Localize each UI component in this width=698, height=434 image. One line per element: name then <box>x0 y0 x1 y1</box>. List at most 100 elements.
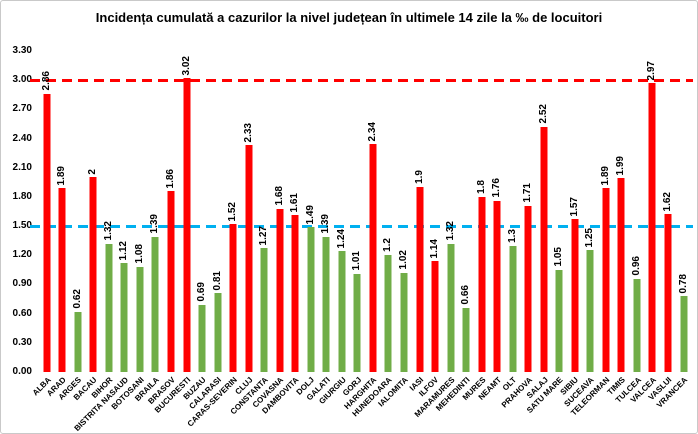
bar <box>105 243 113 372</box>
bar-value-label: 1.52 <box>227 201 239 222</box>
bar-column: 0.66 MEHEDINTI <box>434 51 474 412</box>
bar-value-label: 2.52 <box>537 104 549 124</box>
bar-column: 1.2 HUNEDOARA <box>351 51 397 418</box>
bar-value-label: 1.39 <box>149 214 161 234</box>
chart-title: Incidența cumulată a cazurilor la nivel … <box>95 10 603 25</box>
bar-value-label: 1.49 <box>304 204 316 225</box>
bar <box>369 144 377 372</box>
bar-column: 1.02 IALOMITA <box>376 51 412 408</box>
bar-column: 0.81 CALARASI <box>188 51 226 411</box>
bar-column: 1.27 CONSTANTA <box>229 51 272 416</box>
bar-value-label: 1.32 <box>102 221 114 241</box>
bar-column: 1.8 MURES <box>461 51 490 402</box>
bar <box>245 145 253 372</box>
bar-column: 1.9 IASI <box>408 51 428 392</box>
bar-column: 2.34 HARGHITA <box>343 51 381 411</box>
bar-column: 0.78 VRANCEA <box>655 51 692 410</box>
bar-column: 1.57 SIBIU <box>559 51 583 397</box>
bar <box>338 251 346 372</box>
bar-column: 1.49 DOLJ <box>295 51 319 397</box>
bar <box>307 227 315 372</box>
bar <box>322 236 330 372</box>
bar-column: 1.24 GIURGIU <box>317 51 350 406</box>
bar <box>447 243 455 372</box>
bar <box>555 269 563 372</box>
bar-column: 0.62 ARGES <box>57 51 86 402</box>
bar-column: 1.12 BISTRITA NASAUD <box>72 51 133 433</box>
bar-value-label: 1.32 <box>444 221 456 241</box>
bar-value-label: 0.81 <box>211 270 223 291</box>
bar-value-label: 1.8 <box>475 180 487 194</box>
bar-value-label: 1.68 <box>273 186 285 206</box>
bar-value-label: 1.05 <box>553 247 565 267</box>
bar <box>431 261 439 372</box>
bar-column: 3.02 BUCURESTI <box>153 51 195 415</box>
bar-value-label: 1.24 <box>335 228 347 249</box>
bar <box>276 208 284 372</box>
bar-column: 1.08 BOTOSANI <box>109 51 148 411</box>
y-axis-tick-label: 0.60 <box>12 307 32 319</box>
bar-value-label: 1.12 <box>118 240 130 261</box>
y-axis-tick-label: 0.30 <box>12 336 32 348</box>
bar-column: 1.3 OLT <box>501 51 521 393</box>
bar-column: 1.14 ILFOV <box>418 51 443 399</box>
bar-column: 1.89 TELEORMAN <box>569 51 614 418</box>
bar-column: 0.69 BUZAU <box>182 51 210 401</box>
y-axis-tick-label: 1.50 <box>12 220 32 232</box>
reference-line-3.00 <box>30 78 693 82</box>
bar <box>664 214 672 372</box>
reference-line-1.50 <box>30 224 693 228</box>
bar <box>602 188 610 372</box>
bar-value-label: 1.57 <box>568 196 580 217</box>
y-axis: 0.00 0.30 0.60 0.90 1.20 1.50 1.80 2.10 2.40 2.70… <box>1 46 32 377</box>
bar-value-label: 1.27 <box>258 226 270 246</box>
bar-column: 1.52 CARAS-SEVERIN <box>186 51 241 429</box>
bar-value-label: 0.96 <box>630 256 642 276</box>
bar-value-label: 0.66 <box>460 285 472 305</box>
bar <box>183 78 191 372</box>
bar-value-label: 1.71 <box>522 183 534 203</box>
bar <box>462 307 470 372</box>
bar-column: 1.68 COVASNA <box>251 51 288 409</box>
bar <box>384 255 392 372</box>
bar <box>571 219 579 372</box>
bar-value-label: 2.97 <box>646 60 658 81</box>
bar-value-label: 1.2 <box>382 238 394 253</box>
bar-value-label: 1.39 <box>320 214 332 234</box>
bar <box>291 215 299 372</box>
bar-value-label: 1.25 <box>584 227 596 248</box>
bar-value-label: 2.86 <box>40 71 52 91</box>
bar-value-label: 0.62 <box>71 289 83 309</box>
bar-value-label: 1.3 <box>506 228 518 243</box>
bar-value-label: 0.69 <box>196 282 208 302</box>
y-axis-tick-label: 3.30 <box>12 45 32 56</box>
bar-column: 2 BACAU <box>72 51 102 402</box>
bar-value-label: 1.9 <box>413 170 425 185</box>
bar-value-label: 1.89 <box>599 165 611 186</box>
bar <box>617 178 625 372</box>
bar <box>400 272 408 372</box>
bar-value-label: 1.61 <box>289 192 301 213</box>
y-axis-tick-label: 2.70 <box>12 103 32 115</box>
bar <box>416 187 424 372</box>
bar-value-label: 2.33 <box>242 122 254 143</box>
bar-column: 1.61 DAMBOVITA <box>261 51 304 416</box>
bar <box>43 93 51 372</box>
bar-column: 2.86 ALBA <box>30 51 55 397</box>
bar <box>633 278 641 372</box>
bar-column: 1.76 NEAMT <box>476 51 505 401</box>
bar <box>509 245 517 372</box>
bar <box>586 250 594 372</box>
bar-column: 1.62 VASLUI <box>647 51 676 402</box>
bar <box>478 196 486 372</box>
y-axis-tick-label: 0.00 <box>12 366 32 377</box>
y-axis-tick-label: 2.40 <box>12 132 32 144</box>
bar-column: 1.32 BIHOR <box>90 51 117 400</box>
bar-value-label: 2.34 <box>366 121 378 142</box>
bar <box>648 83 656 372</box>
bar <box>89 177 97 372</box>
bar <box>74 311 82 372</box>
bar-column: 2.33 CLUJ <box>233 51 257 397</box>
bar-column: 1.39 BRAILA <box>133 51 164 403</box>
